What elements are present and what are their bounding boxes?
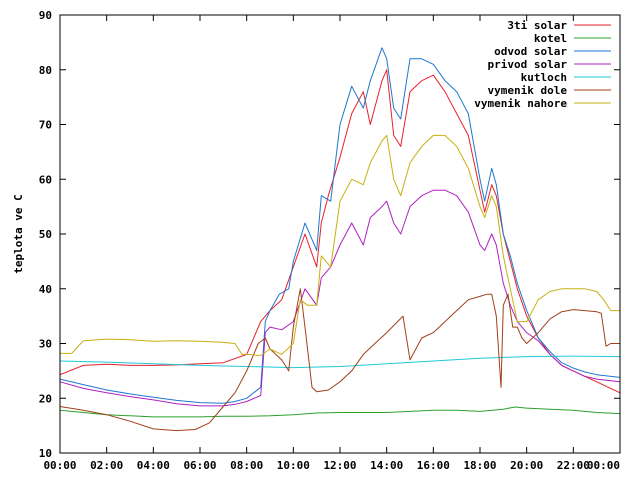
x-tick-label: 10:00 [277, 459, 310, 472]
x-tick-label: 08:00 [230, 459, 263, 472]
x-tick-label: 14:00 [370, 459, 403, 472]
legend-label: odvod solar [494, 45, 567, 58]
x-tick-label: 00:00 [587, 459, 620, 472]
series-layer [59, 47, 621, 432]
series-line-odvod-solar [59, 47, 621, 404]
y-tick-label: 60 [39, 173, 52, 186]
legend-label: 3ti solar [507, 19, 567, 32]
x-tick-label: 18:00 [463, 459, 496, 472]
y-tick-label: 30 [39, 338, 52, 351]
series-line-privod-solar [59, 189, 621, 407]
y-tick-label: 80 [39, 64, 52, 77]
axis-layer: 10 20 30 40 50 60 70 80 90 00:00 02:00 04:00 06:00 08… [39, 9, 621, 472]
plot-frame [59, 14, 621, 454]
legend-label: privod solar [488, 58, 568, 71]
x-tick-label: 12:00 [323, 459, 356, 472]
y-tick-label: 90 [39, 9, 52, 22]
x-tick-label: 04:00 [137, 459, 170, 472]
series-line-kotel [59, 406, 621, 418]
x-tick-label: 22:00 [557, 459, 590, 472]
legend-label: vymenik dole [488, 84, 568, 97]
x-tick-label: 16:00 [417, 459, 450, 472]
x-tick-label: 06:00 [183, 459, 216, 472]
x-tick-label: 00:00 [43, 459, 76, 472]
series-line-3ti-solar [59, 69, 621, 394]
x-tick-label: 20:00 [510, 459, 543, 472]
x-tick-label: 02:00 [90, 459, 123, 472]
y-tick-label: 70 [39, 119, 52, 132]
y-tick-label: 20 [39, 392, 52, 405]
y-tick-label: 40 [39, 283, 52, 296]
y-tick-label: 50 [39, 228, 52, 241]
series-line-vymenik-dole [59, 288, 620, 432]
y-tick-label: 10 [39, 447, 52, 460]
legend-label: kutloch [521, 71, 567, 84]
legend-label: vymenik nahore [474, 97, 567, 110]
y-axis-label: teplota ve C [12, 194, 25, 273]
series-line-vymenik-nahore [60, 134, 620, 356]
series-line-kutloch [59, 355, 621, 369]
legend-label: kotel [534, 32, 567, 45]
